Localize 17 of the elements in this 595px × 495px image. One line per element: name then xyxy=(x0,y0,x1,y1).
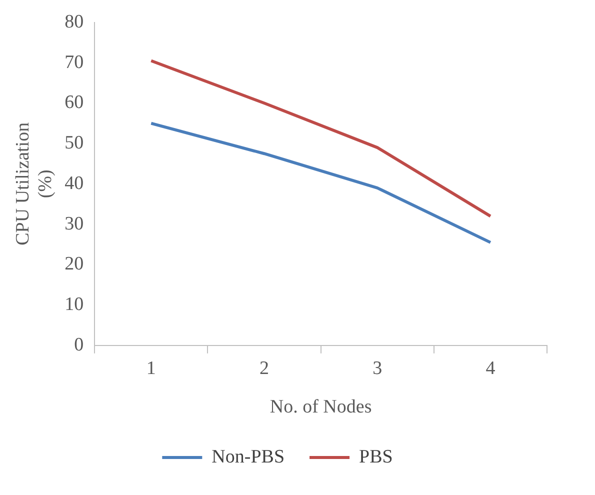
x-tick-label: 4 xyxy=(486,358,496,379)
y-tick-label: 0 xyxy=(74,334,84,356)
y-tick-label: 70 xyxy=(64,52,84,73)
x-axis-title: No. of Nodes xyxy=(270,396,372,418)
y-tick-label: 80 xyxy=(64,11,84,32)
legend-label: PBS xyxy=(359,446,393,468)
y-tick-label: 50 xyxy=(64,132,84,154)
y-tick-label: 40 xyxy=(64,172,84,194)
x-tick-label: 1 xyxy=(146,358,156,379)
x-tick-label: 2 xyxy=(260,358,269,379)
legend-label: Non-PBS xyxy=(212,446,285,468)
y-tick-label: 20 xyxy=(64,254,84,275)
y-tick-label: 30 xyxy=(64,213,84,234)
y-tick-label: 60 xyxy=(64,92,84,114)
x-tick-label: 3 xyxy=(372,358,382,379)
y-tick-label: 10 xyxy=(64,294,84,316)
y-axis-title: CPU Utilization (%) xyxy=(12,122,56,246)
